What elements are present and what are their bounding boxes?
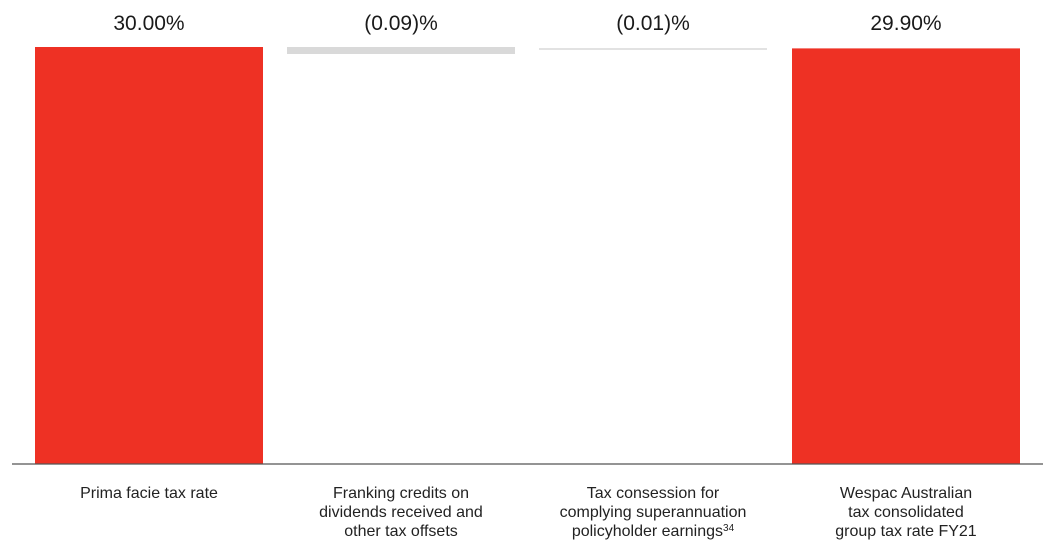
bar-2 (287, 47, 515, 54)
category-label-line: Wespac Australian (840, 485, 972, 502)
category-label-line: dividends received and (319, 504, 483, 521)
category-label-1: Prima facie tax rate (80, 485, 218, 502)
value-labels-layer: 30.00% (0.09)% (0.01)% 29.90% (113, 12, 941, 35)
bar-1 (35, 47, 263, 464)
category-label-line: Prima facie tax rate (80, 485, 218, 502)
bars-layer (35, 47, 1020, 464)
category-label-line: tax consolidated (848, 504, 964, 521)
footnote-superscript: 34 (723, 523, 735, 534)
category-label-4: Wespac Australian tax consolidated group t… (835, 485, 977, 540)
category-labels-layer: Prima facie tax rate Franking credits on d… (80, 485, 977, 540)
category-label-line: other tax offsets (344, 523, 458, 540)
value-label-3: (0.01)% (616, 12, 690, 35)
category-label-line: group tax rate FY21 (835, 523, 977, 540)
value-label-4: 29.90% (870, 12, 941, 35)
bar-4 (792, 48, 1020, 464)
value-label-2: (0.09)% (364, 12, 438, 35)
category-label-line: Franking credits on (333, 485, 469, 502)
category-label-line: complying superannuation (560, 504, 747, 521)
category-label-3: Tax consession for complying superannuati… (560, 485, 747, 540)
bar-3 (539, 48, 767, 50)
category-label-line: Tax consession for (587, 485, 720, 502)
value-label-1: 30.00% (113, 12, 184, 35)
category-label-line: policyholder earnings34 (572, 523, 735, 541)
category-label-2: Franking credits on dividends received an… (319, 485, 483, 540)
